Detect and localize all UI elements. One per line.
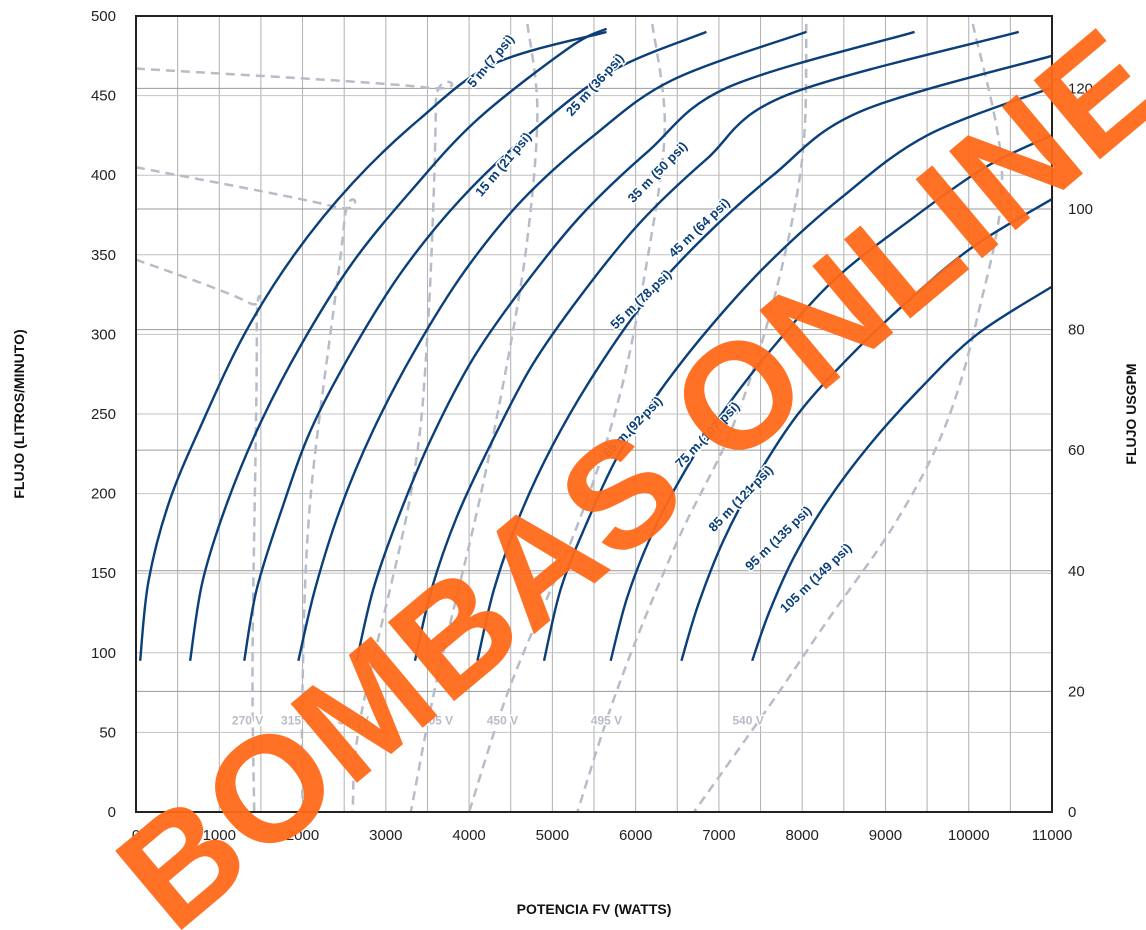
head-curve: [542, 86, 1053, 662]
y2-tick-label: 40: [1068, 563, 1085, 580]
voltage-curve: [409, 23, 539, 813]
head-curve-label: 15 m (21 psi): [472, 129, 534, 199]
y-tick-label: 0: [108, 804, 116, 821]
head-curve: [297, 30, 807, 662]
x-axis-label: POTENCIA FV (WATTS): [517, 901, 672, 917]
y-tick-label: 400: [91, 167, 116, 184]
y2-axis-label: FLUJO USGPM: [1123, 363, 1139, 464]
voltage-curve-label: 450 V: [487, 713, 518, 727]
head-curve: [609, 134, 1053, 662]
head-curve-label: 45 m (64 psi): [666, 195, 733, 261]
head-curve-label: 25 m (36 psi): [563, 50, 627, 119]
y2-tick-label: 60: [1068, 442, 1085, 459]
head-curve-label: 5 m (7 psi): [464, 31, 517, 90]
head-curve: [188, 27, 608, 661]
voltage-curve: [135, 166, 357, 813]
y2-tick-label: 120: [1068, 80, 1093, 97]
y-tick-label: 150: [91, 565, 116, 582]
y2-tick-label: 20: [1068, 683, 1085, 700]
x-tick-label: 3000: [369, 827, 402, 844]
x-tick-label: 2000: [286, 827, 319, 844]
head-curve: [680, 198, 1053, 662]
x-tick-label: 9000: [869, 827, 902, 844]
x-tick-label: 0: [132, 827, 140, 844]
x-tick-label: 6000: [619, 827, 652, 844]
voltage-curve-label: 360 V: [338, 713, 369, 727]
head-curve: [476, 54, 1053, 662]
x-tick-label: 11000: [1032, 827, 1073, 844]
y-tick-label: 350: [91, 247, 116, 264]
y2-tick-label: 0: [1068, 804, 1076, 821]
x-tick-label: 10000: [948, 827, 990, 844]
tick-labels: 0 1000 2000 3000 4000 5000 6000 7000 8000 9000 100…: [91, 8, 1093, 844]
voltage-curve: [135, 258, 262, 813]
head-curve-label: 55 m (78 psi): [607, 267, 674, 333]
y-tick-label: 300: [91, 326, 116, 343]
head-curve: [243, 30, 707, 661]
voltage-curve: [692, 23, 1004, 813]
x-tick-label: 4000: [452, 827, 485, 844]
x-tick-label: 5000: [536, 827, 569, 844]
y2-tick-label: 80: [1068, 322, 1085, 339]
voltage-curve-label: 315 V: [281, 713, 312, 727]
voltage-curve-label: 405 V: [422, 713, 453, 727]
y-tick-label: 500: [91, 8, 116, 25]
voltage-curve-label: 540 V: [732, 713, 763, 727]
head-curve-label: 105 m (149 psi): [777, 540, 854, 616]
y2-tick-label: 100: [1068, 201, 1093, 218]
watermark: BOMBAS ONLINE: [86, 0, 1146, 930]
voltage-curves: [135, 23, 1004, 813]
voltage-curve: [135, 67, 454, 813]
y-tick-label: 50: [99, 724, 116, 741]
y-tick-label: 200: [91, 486, 116, 503]
y-tick-label: 450: [91, 88, 116, 105]
x-tick-label: 7000: [702, 827, 735, 844]
plot-frame: [135, 15, 1053, 813]
head-curve: [138, 30, 607, 661]
voltage-curve-label: 270 V: [232, 713, 263, 727]
y-tick-label: 100: [91, 645, 116, 662]
y-tick-label: 250: [91, 406, 116, 423]
x-tick-label: 1000: [203, 827, 236, 844]
head-curve: [413, 30, 1020, 662]
voltage-curve-label: 495 V: [591, 713, 622, 727]
head-curve: [355, 30, 915, 662]
y-axis-label: FLUJO (LITROS/MINUTO): [11, 329, 27, 498]
x-tick-label: 8000: [785, 827, 818, 844]
voltage-curve: [467, 23, 667, 813]
voltage-curve: [576, 23, 808, 813]
head-curves: [138, 27, 1053, 662]
head-curve: [751, 285, 1053, 662]
